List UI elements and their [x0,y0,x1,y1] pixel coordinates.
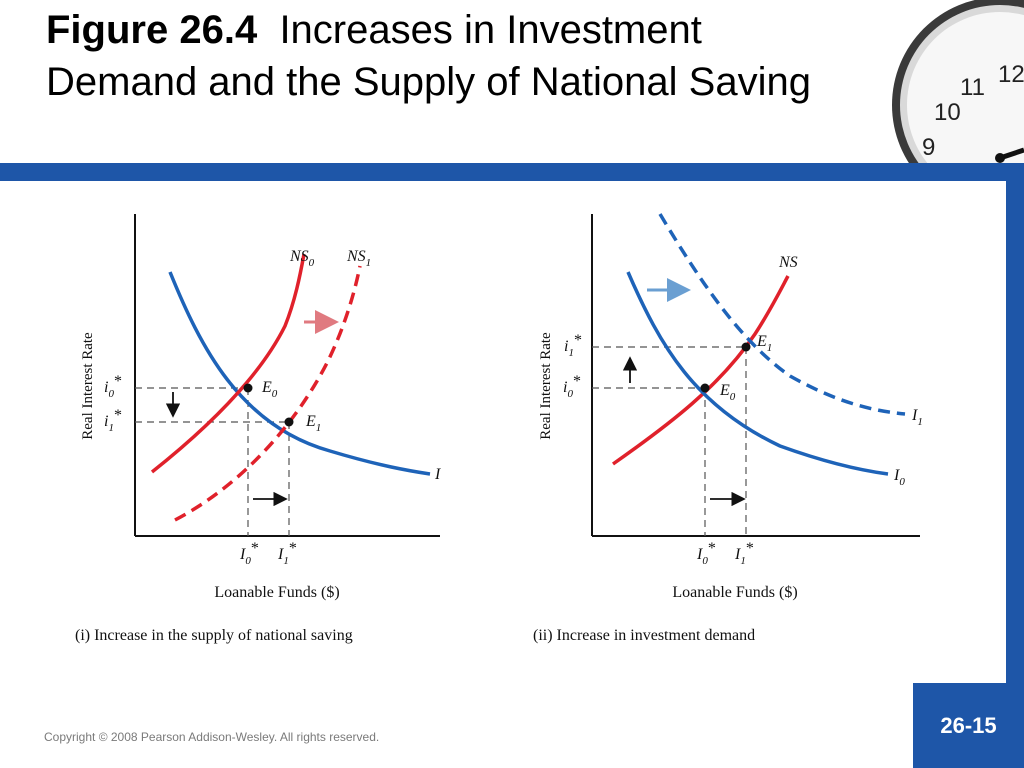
p1-label-rate-i0: i0* [104,373,122,400]
p1-label-NS1: NS1 [346,248,371,269]
p2-label-I1: I1 [911,407,923,428]
p1-curve-I [168,271,431,476]
p1-caption: (i) Increase in the supply of national s… [75,627,353,644]
p2-caption: (ii) Increase in investment demand [533,627,755,644]
p1-label-rate-i1: i1* [104,407,122,434]
copyright-text: Copyright © 2008 Pearson Addison-Wesley.… [44,730,380,744]
clock-image: 12 11 10 9 [892,0,1024,165]
p1-label-E1: E1 [305,413,321,434]
p1-label-NS0: NS0 [289,248,315,269]
p1-curve-NS1 [174,265,362,522]
figure-number: Figure 26.4 [46,8,258,52]
p2-curve-I0 [626,271,889,476]
p2-point-E0 [700,383,710,393]
p1-label-E0: E0 [261,379,278,400]
p2-label-E0: E0 [719,382,736,403]
clock-9: 9 [922,134,935,161]
p1-point-E1 [284,417,294,427]
header-band [0,163,1024,181]
clock-12: 12 [998,61,1024,88]
p2-label-rate-i1: i1* [564,332,582,359]
slide-title: Figure 26.4 Increases in Investment Dema… [46,4,846,108]
p2-label-E1: E1 [756,333,772,354]
panel-1: NS0 NS1 I E0 E1 i0* i1* I0* I1* Real Int… [75,214,441,644]
p1-label-qty-I1: I1* [277,540,297,567]
clock-11: 11 [960,74,985,101]
p1-label-qty-I0: I0* [239,540,259,567]
figure-diagram: NS0 NS1 I E0 E1 i0* i1* I0* I1* Real Int… [75,213,923,644]
p1-y-axis-label: Real Interest Rate [80,332,96,440]
slide-number: 26-15 [913,683,1024,768]
p2-point-E1 [741,342,751,352]
panel-2: NS I1 I0 E0 E1 i1* i0* I0* I1* Real Inte… [533,213,923,644]
p2-label-rate-i0: i0* [563,373,581,400]
clock-10: 10 [934,99,961,126]
slide-number-text: 26-15 [940,712,997,738]
p1-point-E0 [243,383,253,393]
p2-label-NS: NS [778,254,798,271]
p2-y-axis-label: Real Interest Rate [538,332,554,440]
p2-label-I0: I0 [893,467,905,488]
p2-label-qty-I1: I1* [734,540,754,567]
right-accent-bar [1006,181,1024,683]
p1-label-I: I [434,466,441,483]
p2-curve-I1 [658,213,906,416]
p2-label-qty-I0: I0* [696,540,716,567]
figure-title: Increases in Investment Demand and the S… [46,8,811,104]
p2-x-axis-label: Loanable Funds ($) [672,584,797,601]
p1-x-axis-label: Loanable Funds ($) [214,584,339,601]
p1-curve-NS0 [150,253,306,474]
